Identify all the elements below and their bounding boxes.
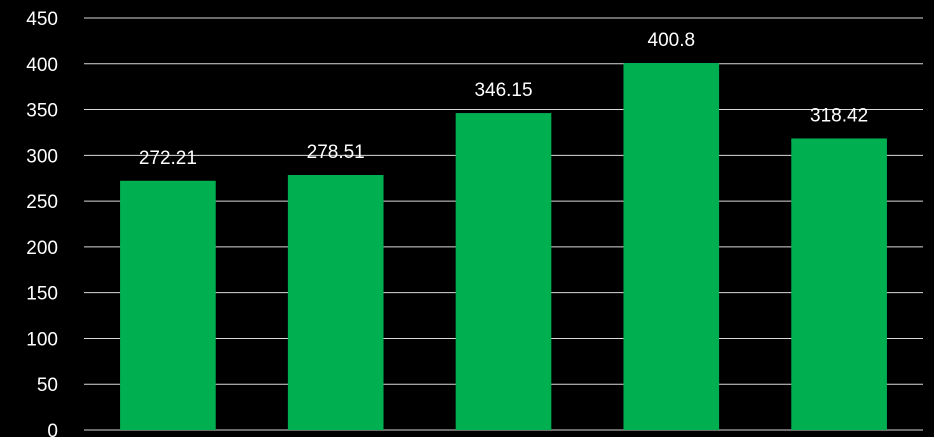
y-tick-label: 350 — [26, 101, 58, 122]
bar-3 — [455, 113, 552, 430]
data-label-3: 346.15 — [474, 80, 532, 101]
y-tick-label: 100 — [26, 329, 58, 350]
bar-2 — [287, 175, 384, 430]
y-tick-label: 400 — [26, 55, 58, 76]
bar-4 — [623, 63, 720, 430]
y-tick-label: 450 — [26, 9, 58, 30]
y-tick-label: 300 — [26, 146, 58, 167]
bar-5 — [791, 138, 887, 430]
data-label-2: 278.51 — [307, 142, 365, 163]
y-tick-label: 0 — [47, 421, 58, 437]
bar-1 — [120, 180, 216, 430]
y-tick-label: 150 — [26, 284, 58, 305]
bars — [120, 63, 887, 430]
data-label-4: 400.8 — [648, 30, 696, 51]
y-tick-label: 200 — [26, 238, 58, 259]
data-label-5: 318.42 — [810, 105, 868, 126]
data-labels: 272.21 278.51 346.15 400.8 318.42 — [139, 30, 868, 169]
y-axis: 0 50 100 150 200 250 300 350 400 450 — [26, 9, 58, 437]
y-tick-label: 50 — [37, 375, 58, 396]
data-label-1: 272.21 — [139, 148, 197, 169]
y-tick-label: 250 — [26, 192, 58, 213]
